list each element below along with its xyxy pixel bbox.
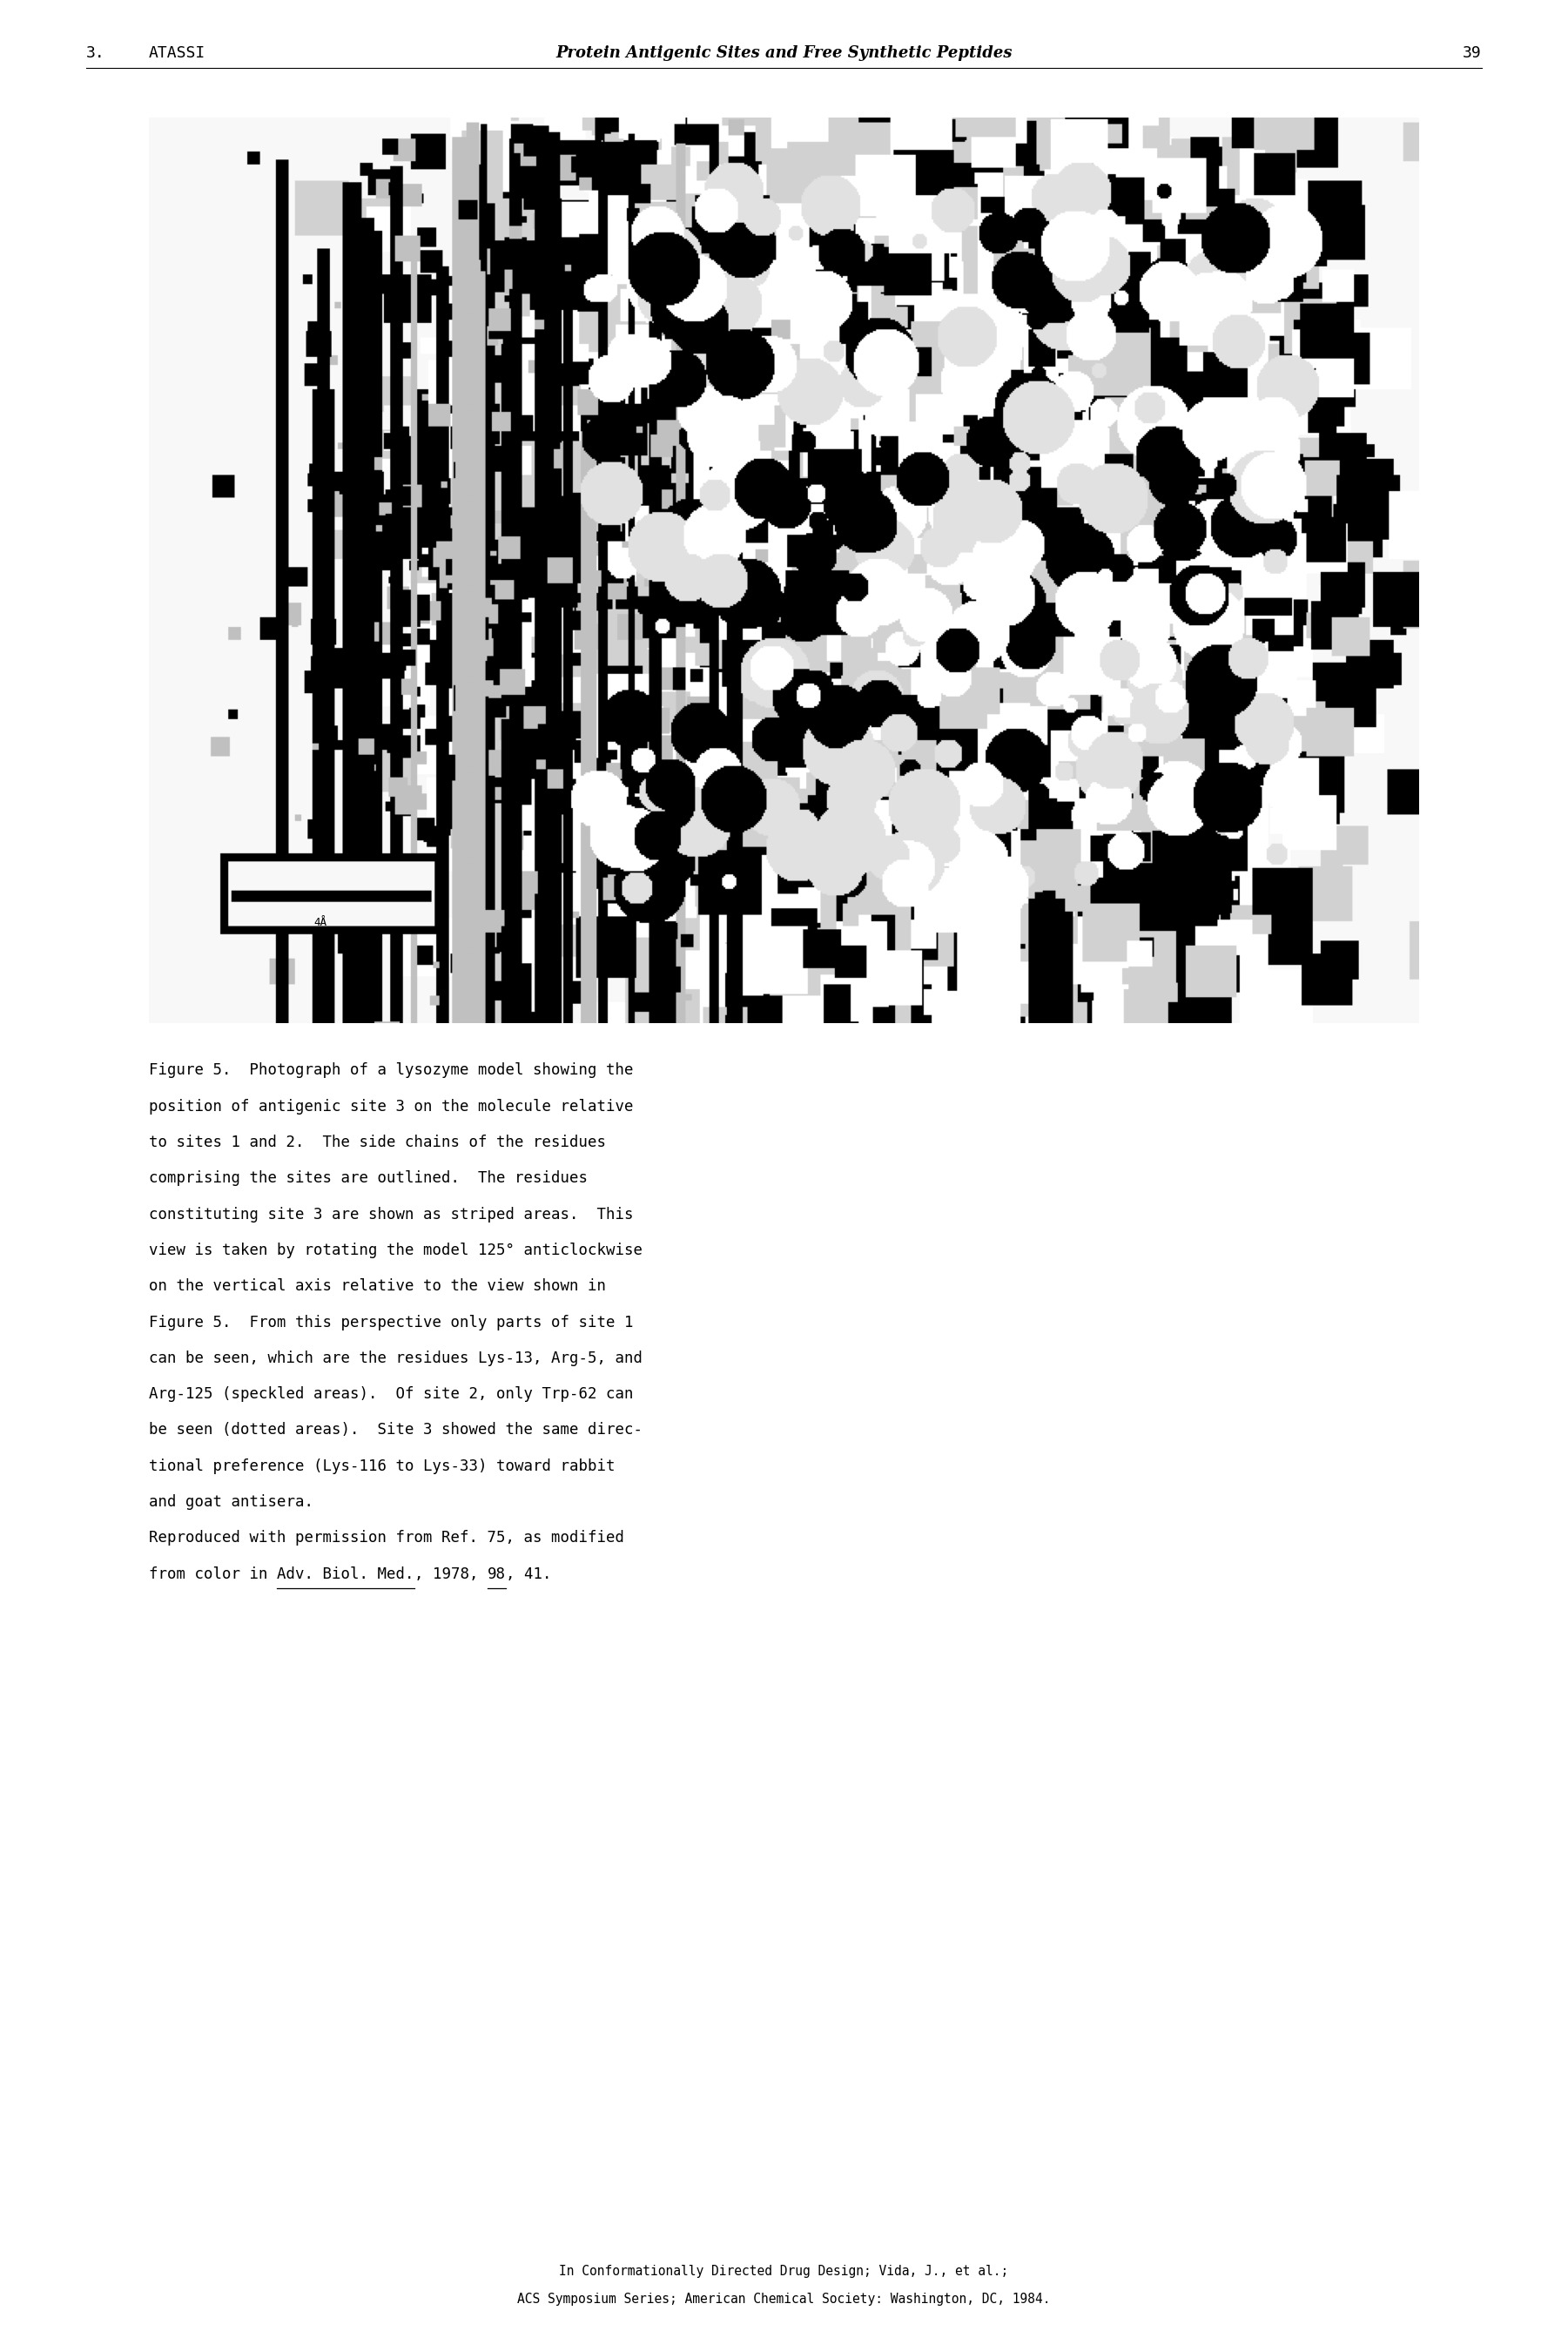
- Text: and goat antisera.: and goat antisera.: [149, 1495, 314, 1509]
- Text: Reproduced with permission from Ref. 75, as modified: Reproduced with permission from Ref. 75,…: [149, 1531, 624, 1547]
- Text: Figure 5.  From this perspective only parts of site 1: Figure 5. From this perspective only par…: [149, 1314, 633, 1331]
- Text: In Conformationally Directed Drug Design; Vida, J., et al.;: In Conformationally Directed Drug Design…: [560, 2264, 1008, 2278]
- Text: Arg-125 (speckled areas).  Of site 2, only Trp-62 can: Arg-125 (speckled areas). Of site 2, onl…: [149, 1387, 633, 1401]
- Text: , 41.: , 41.: [505, 1566, 552, 1582]
- Text: be seen (dotted areas).  Site 3 showed the same direc-: be seen (dotted areas). Site 3 showed th…: [149, 1422, 643, 1439]
- Text: , 1978,: , 1978,: [414, 1566, 488, 1582]
- Text: from color in: from color in: [149, 1566, 278, 1582]
- Text: tional preference (Lys-116 to Lys-33) toward rabbit: tional preference (Lys-116 to Lys-33) to…: [149, 1458, 615, 1474]
- Text: ACS Symposium Series; American Chemical Society: Washington, DC, 1984.: ACS Symposium Series; American Chemical …: [517, 2292, 1051, 2306]
- Text: Protein Antigenic Sites and Free Synthetic Peptides: Protein Antigenic Sites and Free Synthet…: [555, 45, 1013, 61]
- Text: position of antigenic site 3 on the molecule relative: position of antigenic site 3 on the mole…: [149, 1098, 633, 1114]
- Text: constituting site 3 are shown as striped areas.  This: constituting site 3 are shown as striped…: [149, 1206, 633, 1223]
- Text: view is taken by rotating the model 125° anticlockwise: view is taken by rotating the model 125°…: [149, 1241, 643, 1258]
- Text: ATASSI: ATASSI: [149, 45, 205, 61]
- Text: 39: 39: [1463, 45, 1482, 61]
- Text: 98: 98: [488, 1566, 505, 1582]
- Text: can be seen, which are the residues Lys-13, Arg-5, and: can be seen, which are the residues Lys-…: [149, 1349, 643, 1366]
- Text: 3.: 3.: [86, 45, 105, 61]
- Text: to sites 1 and 2.  The side chains of the residues: to sites 1 and 2. The side chains of the…: [149, 1136, 607, 1150]
- Text: Figure 5.  Photograph of a lysozyme model showing the: Figure 5. Photograph of a lysozyme model…: [149, 1063, 633, 1079]
- Text: 4Å: 4Å: [314, 917, 328, 929]
- Text: Adv. Biol. Med.: Adv. Biol. Med.: [278, 1566, 414, 1582]
- Text: on the vertical axis relative to the view shown in: on the vertical axis relative to the vie…: [149, 1279, 607, 1293]
- Text: comprising the sites are outlined.  The residues: comprising the sites are outlined. The r…: [149, 1171, 588, 1187]
